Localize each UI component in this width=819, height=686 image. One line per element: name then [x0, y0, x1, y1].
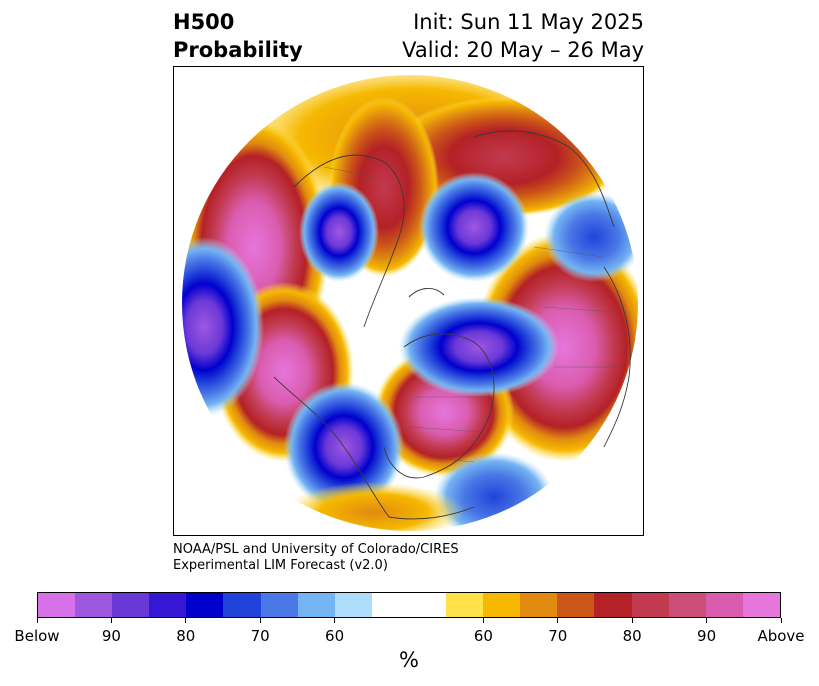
colorbar-tick-label: Below — [14, 627, 60, 645]
colorbar-tick — [631, 618, 633, 623]
colorbar-tick — [557, 618, 559, 623]
colorbar-swatch — [408, 593, 447, 617]
credit-text: NOAA/PSL and University of Colorado/CIRE… — [173, 542, 459, 574]
valid-range-label: Valid: 20 May – 26 May — [402, 38, 644, 62]
colorbar-swatch — [334, 593, 372, 617]
colorbar — [37, 592, 781, 618]
colorbar-swatch — [297, 593, 335, 617]
colorbar-tick-label: 80 — [622, 627, 642, 645]
colorbar-swatch — [705, 593, 743, 617]
colorbar-swatch — [557, 593, 595, 617]
colorbar-tick-label: 60 — [473, 627, 493, 645]
colorbar-swatch — [483, 593, 521, 617]
probability-map-svg — [182, 75, 638, 531]
colorbar-swatch — [38, 593, 76, 617]
colorbar-swatch — [75, 593, 113, 617]
colorbar-swatch — [186, 593, 224, 617]
init-date-label: Init: Sun 11 May 2025 — [413, 10, 644, 34]
colorbar-tick — [482, 618, 484, 623]
colorbar-tick-label: 70 — [548, 627, 568, 645]
map-title-left: H500 Probability — [173, 8, 303, 64]
colorbar-swatch — [223, 593, 261, 617]
map-title-right: Init: Sun 11 May 2025 Valid: 20 May – 26… — [402, 8, 644, 64]
colorbar-tick — [334, 618, 336, 623]
credit-line-1: NOAA/PSL and University of Colorado/CIRE… — [173, 542, 459, 557]
colorbar-tick-label: 70 — [250, 627, 270, 645]
colorbar-swatch — [668, 593, 706, 617]
credit-line-2: Experimental LIM Forecast (v2.0) — [173, 558, 388, 573]
borders — [323, 166, 619, 463]
colorbar-swatch — [742, 593, 780, 617]
colorbar-tick-label: 60 — [325, 627, 345, 645]
colorbar-swatch — [446, 593, 484, 617]
colorbar-tick — [110, 618, 112, 623]
colorbar-tick-label: 90 — [697, 627, 717, 645]
colorbar-tick-label: 80 — [176, 627, 196, 645]
colorbar-tick — [185, 618, 187, 623]
colorbar-tick — [36, 618, 38, 623]
colorbar-swatch — [260, 593, 298, 617]
colorbar-swatch — [112, 593, 150, 617]
colorbar-swatch — [631, 593, 669, 617]
colorbar-tick — [780, 618, 782, 623]
variable-label: H500 — [173, 10, 235, 34]
colorbar-tick — [706, 618, 708, 623]
colorbar-tick-label: Above — [757, 627, 805, 645]
anomaly-fields — [182, 75, 638, 531]
product-label: Probability — [173, 38, 303, 62]
coastlines — [273, 130, 631, 520]
colorbar-tick-label: 90 — [101, 627, 121, 645]
colorbar-swatch — [594, 593, 632, 617]
colorbar-tick — [259, 618, 261, 623]
probability-map — [173, 66, 644, 536]
colorbar-swatch — [149, 593, 187, 617]
colorbar-swatch — [371, 593, 409, 617]
colorbar-swatch — [520, 593, 558, 617]
colorbar-units: % — [399, 648, 419, 672]
